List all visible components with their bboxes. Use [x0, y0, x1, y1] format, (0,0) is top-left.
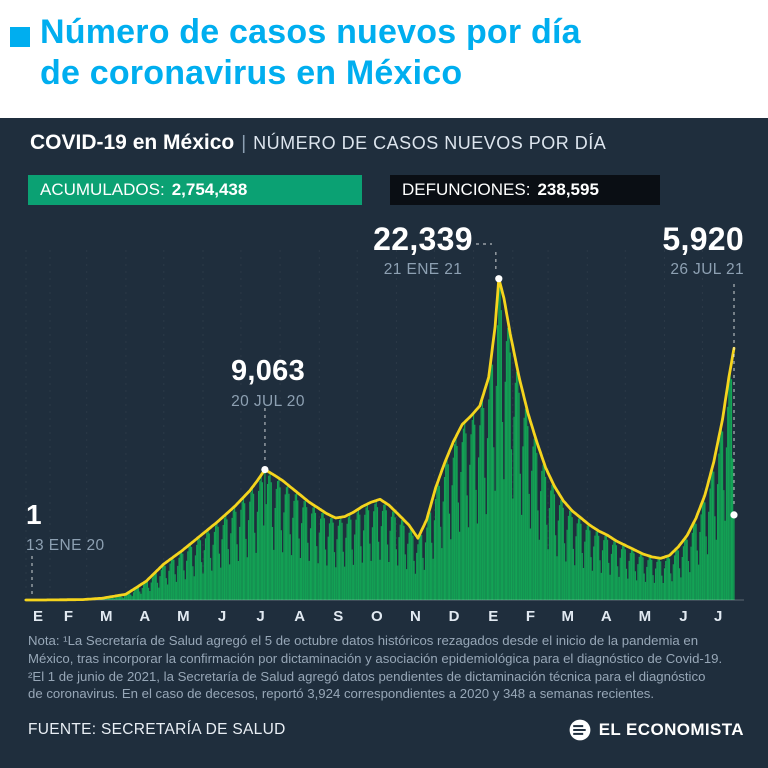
- svg-text:O: O: [371, 608, 383, 625]
- subtitle-separator: |: [241, 133, 247, 154]
- svg-text:S: S: [333, 608, 343, 625]
- deaths-badge: DEFUNCIONES: 238,595: [390, 175, 660, 205]
- subtitle-text: NÚMERO DE CASOS NUEVOS POR DÍA: [253, 133, 607, 153]
- annotation-first-case: 1 13 ENE 20: [26, 498, 105, 555]
- svg-text:A: A: [601, 608, 612, 625]
- footnote-line-4: de coronavirus. En el caso de decesos, r…: [28, 686, 655, 702]
- annotation-first-wave-date: 20 JUL 20: [231, 393, 305, 410]
- svg-text:J: J: [256, 608, 264, 625]
- annotation-latest-value: 5,920 26 JUL 21: [612, 222, 744, 279]
- annotation-first-wave-peak: 9,063 20 JUL 20: [193, 354, 343, 411]
- annotation-second-wave-peak: 22,339 21 ENE 21: [343, 222, 503, 279]
- chart-panel: COVID-19 en México | NÚMERO DE CASOS NUEVO…: [0, 118, 768, 768]
- svg-text:M: M: [100, 608, 113, 625]
- footnote: Nota: ¹La Secretaría de Salud agregó el …: [28, 632, 744, 703]
- svg-text:J: J: [218, 608, 226, 625]
- accent-square: [10, 27, 30, 47]
- publisher-brand: EL ECONOMISTA: [569, 719, 744, 741]
- footer: FUENTE: SECRETARÍA DE SALUD EL ECONOMIST…: [28, 719, 744, 741]
- svg-text:E: E: [33, 608, 43, 625]
- accumulated-label: ACUMULADOS:: [40, 180, 165, 199]
- annotation-first-case-date: 13 ENE 20: [26, 537, 105, 554]
- svg-text:J: J: [679, 608, 687, 625]
- svg-text:M: M: [561, 608, 574, 625]
- subtitle-strong: COVID-19 en México: [30, 131, 235, 154]
- page-title: Número de casos nuevos por día de corona…: [40, 12, 581, 94]
- annotation-second-wave-date: 21 ENE 21: [383, 261, 463, 278]
- header: Número de casos nuevos por día de corona…: [0, 0, 768, 118]
- deaths-label: DEFUNCIONES:: [402, 180, 531, 199]
- source-credit: FUENTE: SECRETARÍA DE SALUD: [28, 721, 286, 738]
- svg-text:M: M: [639, 608, 652, 625]
- accumulated-value: 2,754,438: [171, 180, 248, 199]
- title-line-2: de coronavirus en México: [40, 54, 463, 92]
- svg-text:J: J: [714, 608, 722, 625]
- subtitle: COVID-19 en México | NÚMERO DE CASOS NUEVO…: [30, 131, 606, 155]
- svg-text:F: F: [64, 608, 73, 625]
- svg-text:A: A: [139, 608, 150, 625]
- annotation-first-wave-value: 9,063: [230, 355, 306, 387]
- accumulated-badge: ACUMULADOS: 2,754,438: [28, 175, 362, 205]
- svg-text:D: D: [449, 608, 460, 625]
- footnote-line-3: ²El 1 de junio de 2021, la Secretaría de…: [28, 668, 706, 684]
- footnote-line-1: Nota: ¹La Secretaría de Salud agregó el …: [28, 633, 699, 648]
- footnote-line-2: México, tras incorporar la confirmación …: [28, 650, 723, 666]
- svg-text:E: E: [488, 608, 498, 625]
- svg-text:A: A: [294, 608, 305, 625]
- title-line-1: Número de casos nuevos por día: [40, 13, 581, 51]
- annotation-first-case-value: 1: [26, 499, 42, 530]
- svg-text:N: N: [410, 608, 421, 625]
- annotation-latest-value-date: 26 JUL 21: [670, 261, 744, 278]
- svg-text:M: M: [177, 608, 190, 625]
- svg-text:F: F: [526, 608, 535, 625]
- annotation-second-wave-value: 22,339: [373, 221, 473, 257]
- publisher-name: EL ECONOMISTA: [598, 720, 744, 739]
- annotation-latest-value-number: 5,920: [662, 221, 744, 257]
- el-economista-logo-icon: [569, 719, 591, 741]
- deaths-value: 238,595: [537, 180, 599, 199]
